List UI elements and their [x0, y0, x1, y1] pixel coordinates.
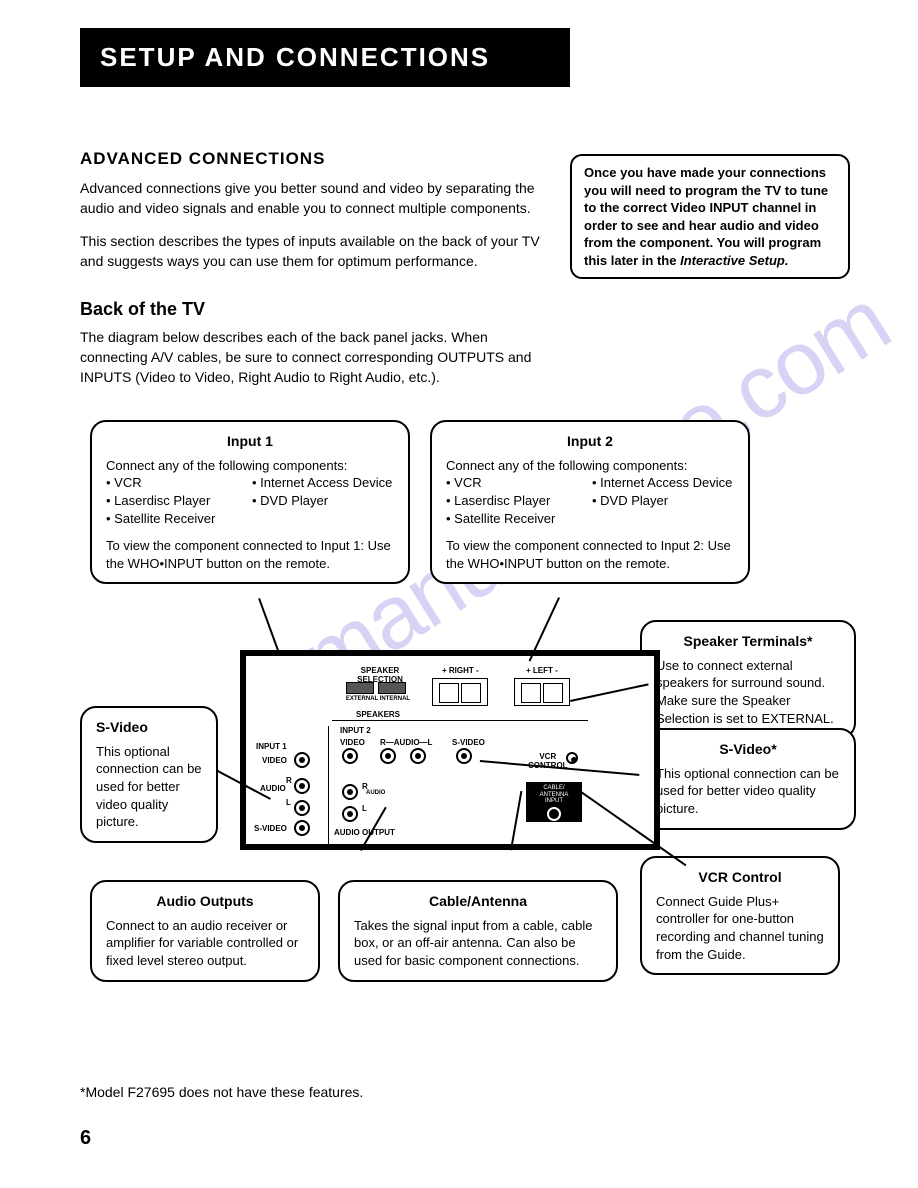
- label-video2: VIDEO: [340, 738, 365, 747]
- label-left: + LEFT -: [526, 666, 558, 675]
- callout-cable-text: Takes the signal input from a cable, cab…: [354, 917, 602, 970]
- jack-input2-video: [342, 748, 358, 764]
- callout-input2-col2: Internet Access Device DVD Player: [592, 474, 734, 509]
- callout-svideo-left-text: This optional connection can be used for…: [96, 743, 202, 831]
- callout-input1-lead: Connect any of the following components:: [106, 457, 394, 475]
- list-item: DVD Player: [252, 492, 394, 510]
- callout-input2-instr: To view the component connected to Input…: [446, 537, 734, 572]
- callout-cable-title: Cable/Antenna: [354, 892, 602, 911]
- label-r1: R: [286, 776, 292, 785]
- para-advanced-2: This section describes the types of inpu…: [80, 232, 540, 271]
- label-speakers: SPEAKERS: [356, 710, 400, 719]
- list-item: Satellite Receiver: [106, 510, 248, 528]
- label-video1: VIDEO: [262, 756, 287, 765]
- tv-back-panel: SPEAKER SELECTION EXTERNAL INTERNAL SPEA…: [240, 650, 660, 850]
- callout-input1-col2: Internet Access Device DVD Player: [252, 474, 394, 509]
- callout-input1-title: Input 1: [106, 432, 394, 451]
- callout-cable: Cable/Antenna Takes the signal input fro…: [338, 880, 618, 982]
- jack-input2-audio-l: [410, 748, 426, 764]
- jack-audio-out-l: [342, 806, 358, 822]
- list-item: Internet Access Device: [252, 474, 394, 492]
- footnote: *Model F27695 does not have these featur…: [80, 1084, 363, 1100]
- callout-svideo-right-text: This optional connection can be used for…: [656, 765, 840, 818]
- list-item: Internet Access Device: [592, 474, 734, 492]
- speaker-terminal-left: [514, 678, 570, 706]
- callout-vcr: VCR Control Connect Guide Plus+ controll…: [640, 856, 840, 975]
- heading-back-of-tv: Back of the TV: [80, 299, 858, 320]
- jack-input2-audio-r: [380, 748, 396, 764]
- jack-vcr-control: [566, 752, 578, 764]
- note-box-em: Interactive Setup.: [680, 253, 788, 268]
- speaker-selection-switch: SPEAKER SELECTION EXTERNAL INTERNAL: [342, 668, 412, 708]
- callout-vcr-title: VCR Control: [656, 868, 824, 887]
- list-item: Laserdisc Player: [446, 492, 588, 510]
- leader-input1: [259, 598, 281, 655]
- callout-input2-title: Input 2: [446, 432, 734, 451]
- label-right: + RIGHT -: [442, 666, 479, 675]
- label-svideo2: S-VIDEO: [452, 738, 485, 747]
- para-advanced-1: Advanced connections give you better sou…: [80, 179, 540, 218]
- callout-svideo-left-title: S-Video: [96, 718, 202, 737]
- list-item: VCR: [446, 474, 588, 492]
- speaker-terminal-right: [432, 678, 488, 706]
- callout-vcr-text: Connect Guide Plus+ controller for one-b…: [656, 893, 824, 963]
- label-svideo1: S-VIDEO: [254, 824, 287, 833]
- jack-audio-out-r: [342, 784, 358, 800]
- cable-antenna-input: CABLE/ ANTENNA INPUT: [526, 782, 582, 822]
- list-item: DVD Player: [592, 492, 734, 510]
- callout-svideo-right-title: S-Video*: [656, 740, 840, 759]
- jack-input1-svideo: [294, 820, 310, 836]
- list-item: VCR: [106, 474, 248, 492]
- callout-audio-out: Audio Outputs Connect to an audio receiv…: [90, 880, 320, 982]
- list-item: Laserdisc Player: [106, 492, 248, 510]
- label-audio-out: AUDIO: [366, 790, 385, 796]
- label-ext-int: EXTERNAL INTERNAL: [338, 696, 418, 702]
- list-item: Satellite Receiver: [446, 510, 588, 528]
- callout-speaker: Speaker Terminals* Use to connect extern…: [640, 620, 856, 739]
- label-audio-out-l: L: [362, 804, 367, 813]
- jack-input1-audio-l: [294, 800, 310, 816]
- note-box: Once you have made your connections you …: [570, 154, 850, 279]
- diagram-area: Input 1 Connect any of the following com…: [80, 420, 860, 1010]
- callout-input1-instr: To view the component connected to Input…: [106, 537, 394, 572]
- label-input1: INPUT 1: [256, 742, 287, 751]
- label-l1: L: [286, 798, 291, 807]
- jack-input1-video: [294, 752, 310, 768]
- callout-speaker-title: Speaker Terminals*: [656, 632, 840, 651]
- callout-input2: Input 2 Connect any of the following com…: [430, 420, 750, 584]
- callout-speaker-text: Use to connect external speakers for sur…: [656, 657, 840, 727]
- callout-input2-col1: VCR Laserdisc Player Satellite Receiver: [446, 474, 588, 527]
- callout-audio-out-title: Audio Outputs: [106, 892, 304, 911]
- page-number: 6: [80, 1127, 91, 1150]
- page-banner: SETUP AND CONNECTIONS: [80, 28, 570, 87]
- callout-input1-col1: VCR Laserdisc Player Satellite Receiver: [106, 474, 248, 527]
- label-audio1: AUDIO: [260, 784, 286, 793]
- callout-svideo-left: S-Video This optional connection can be …: [80, 706, 218, 843]
- callout-svideo-right: S-Video* This optional connection can be…: [640, 728, 856, 830]
- label-r-audio-l: R—AUDIO—L: [380, 738, 432, 747]
- callout-input1: Input 1 Connect any of the following com…: [90, 420, 410, 584]
- label-audio-output: AUDIO OUTPUT: [334, 828, 395, 837]
- label-input2: INPUT 2: [340, 726, 371, 735]
- callout-input2-lead: Connect any of the following components:: [446, 457, 734, 475]
- callout-audio-out-text: Connect to an audio receiver or amplifie…: [106, 917, 304, 970]
- jack-input2-svideo: [456, 748, 472, 764]
- jack-input1-audio-r: [294, 778, 310, 794]
- para-back-of-tv: The diagram below describes each of the …: [80, 328, 540, 387]
- label-cable-ant: CABLE/ ANTENNA INPUT: [529, 785, 579, 805]
